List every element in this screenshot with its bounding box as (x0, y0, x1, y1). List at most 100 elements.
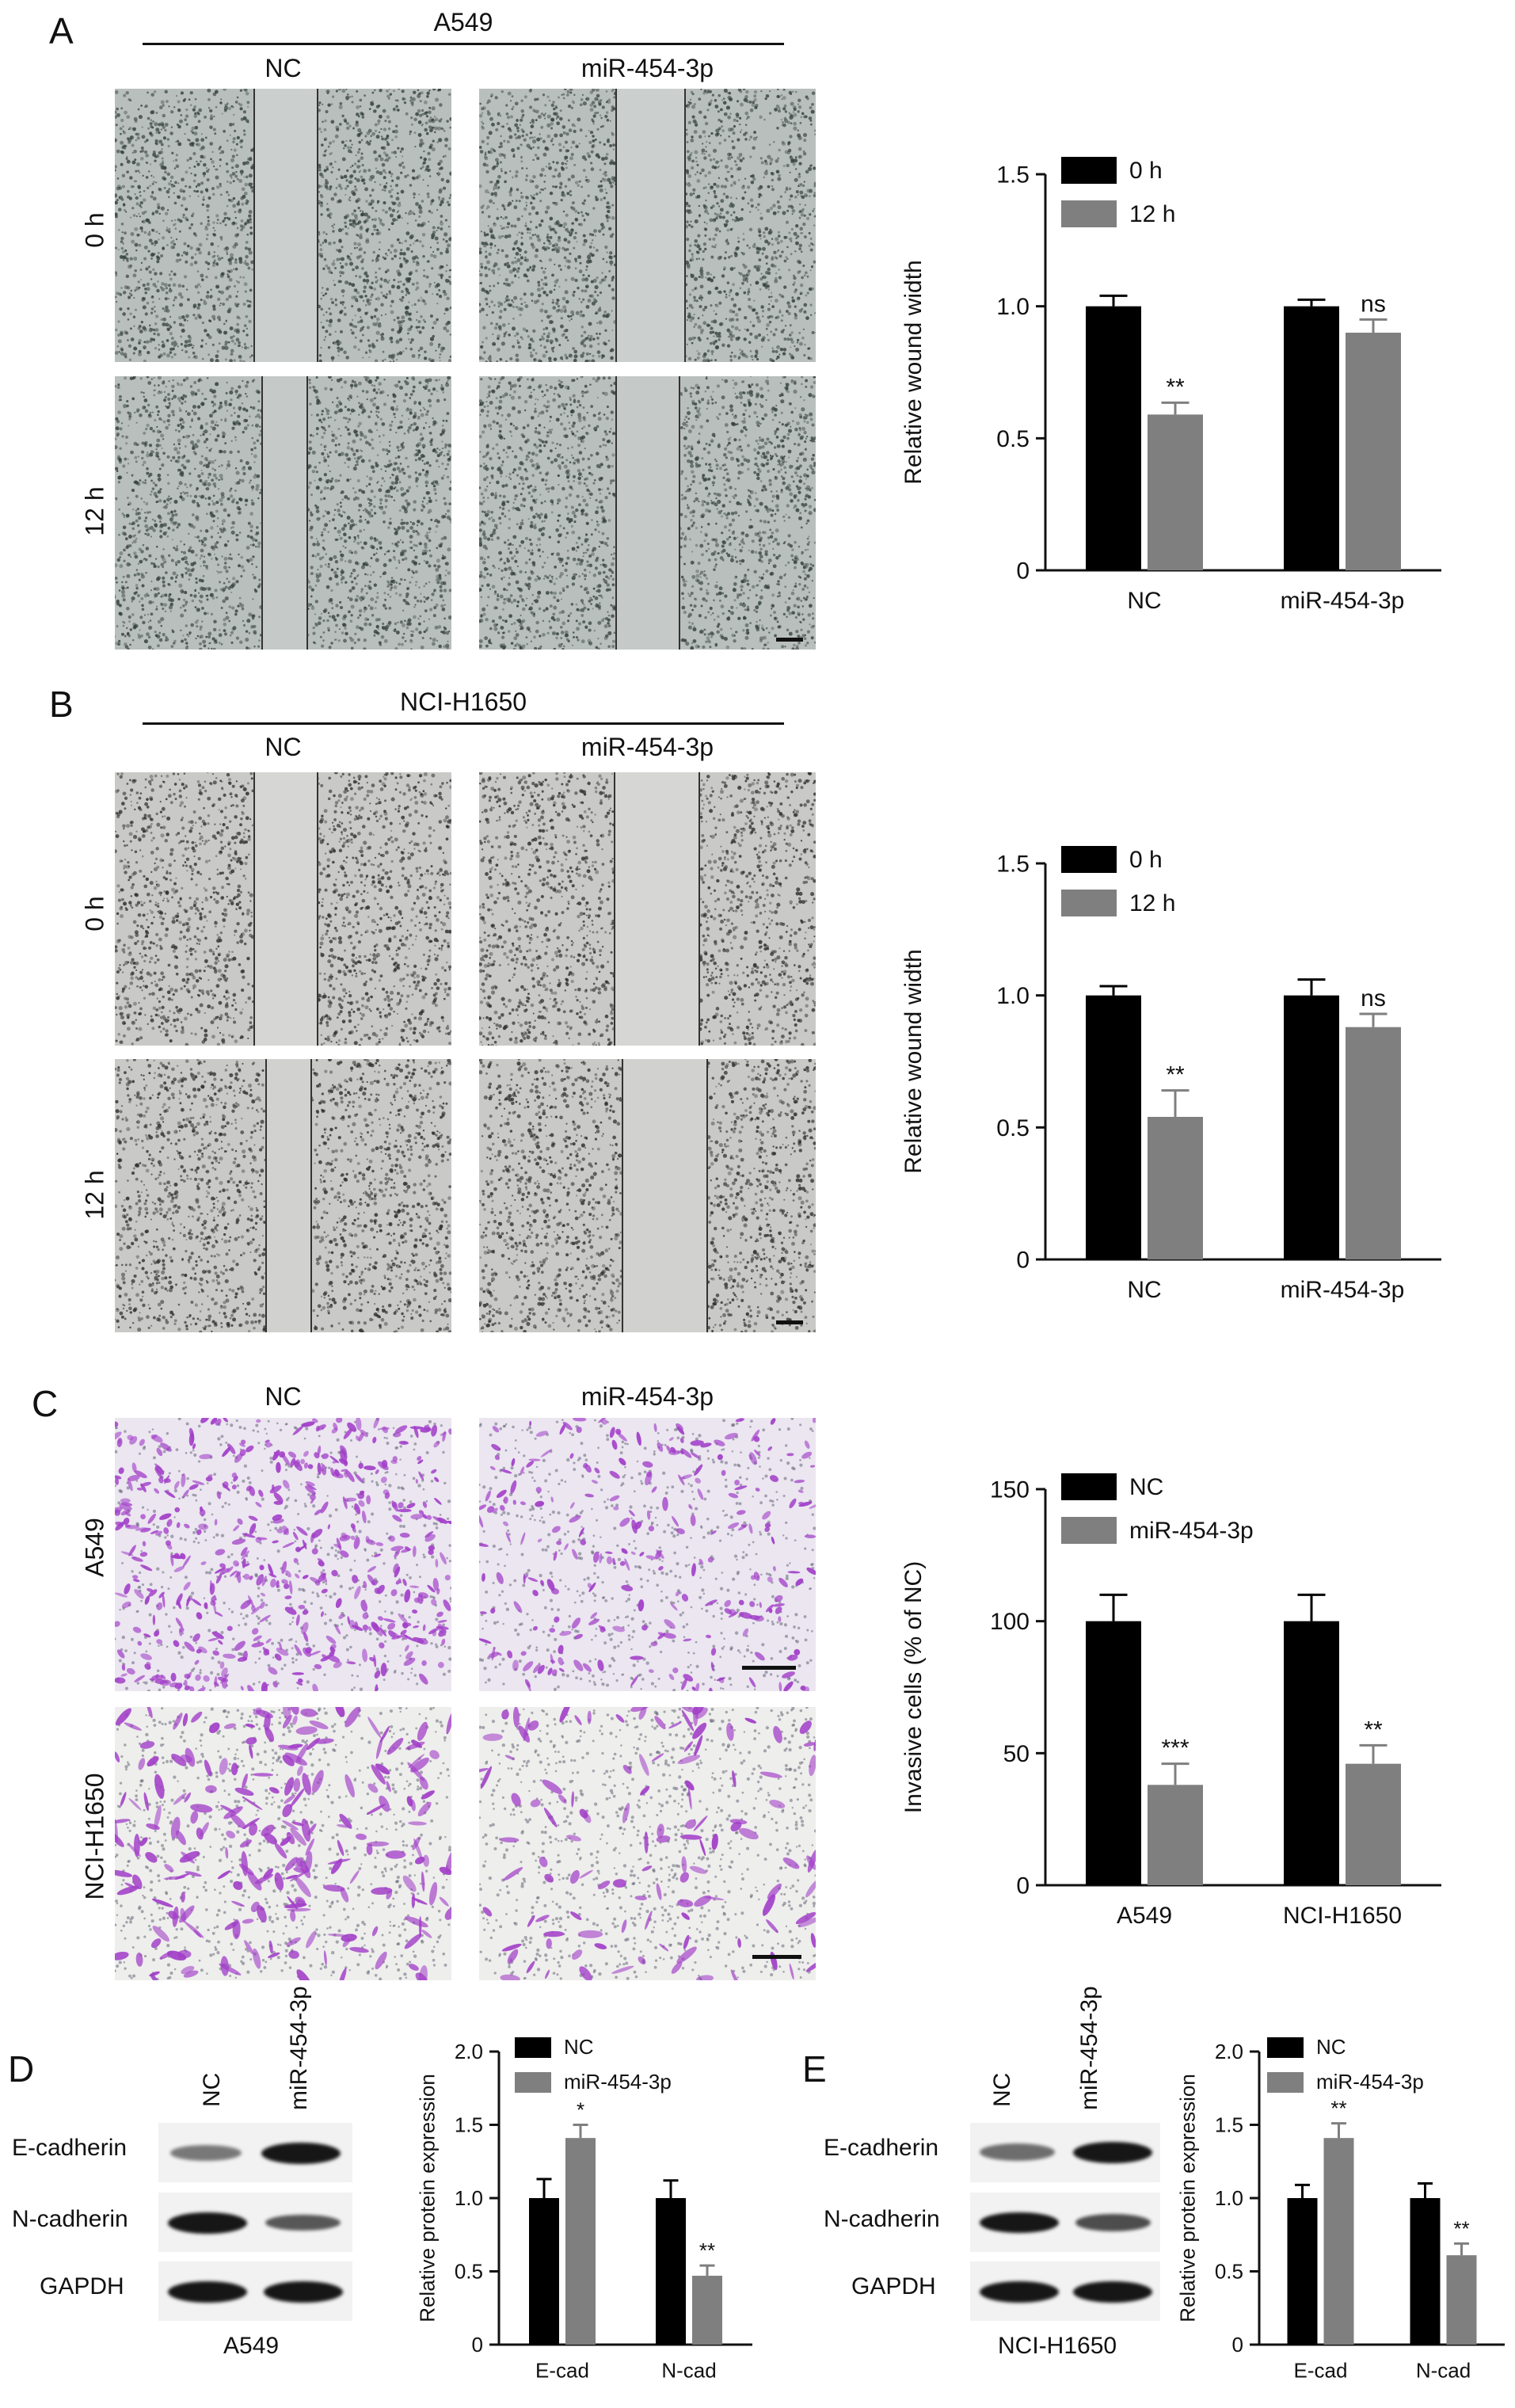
significance-label: ns (1361, 985, 1386, 1012)
panel-letter-a: A (49, 10, 74, 52)
x-tick-label: NCI-H1650 (1283, 1903, 1402, 1929)
lane-label-nc-e: NC (989, 2073, 1016, 2107)
y-tick-label: 0 (1232, 2333, 1243, 2357)
bar (1284, 995, 1339, 1259)
bar (1323, 2138, 1354, 2345)
significance-label: ** (1166, 374, 1185, 400)
legend-swatch (1061, 1517, 1117, 1544)
y-axis-label: Relative wound width (900, 260, 927, 485)
row-label-0h-a: 0 h (81, 199, 110, 262)
header-rule-a (143, 43, 784, 45)
micrograph-a-nc-12h (115, 376, 451, 650)
chart-e: 0 0.5 1.0 1.5 2.0 Relative protein expression… (1176, 2035, 1505, 2383)
legend-swatch (1061, 846, 1117, 873)
wound-gap (261, 376, 308, 650)
scale-bar (742, 1666, 796, 1670)
cell-texture (115, 89, 451, 362)
legend-swatch (515, 2037, 551, 2058)
y-axis-label: Relative protein expression (1176, 2074, 1200, 2322)
panel-letter-e: E (802, 2048, 827, 2090)
legend-label: 0 h (1129, 158, 1163, 184)
y-tick-label: 1.0 (996, 983, 1030, 1009)
panel-letter-c: C (32, 1382, 58, 1425)
legend-label: miR-454-3p (564, 2070, 672, 2094)
panel-letter-d: D (8, 2048, 34, 2090)
bar (1086, 306, 1141, 570)
legend-label: NC (564, 2035, 594, 2059)
y-tick-label: 0.5 (996, 1115, 1030, 1141)
y-tick-label: 0 (1016, 1873, 1030, 1899)
x-tick-label: NC (1127, 1277, 1161, 1303)
significance-label: ns (1361, 291, 1386, 317)
y-tick-label: 2.0 (1215, 2040, 1243, 2063)
y-tick-label: 1.5 (1215, 2113, 1243, 2137)
wound-gap (265, 1059, 312, 1332)
y-tick-label: 0.5 (455, 2260, 483, 2284)
scale-bar (776, 1320, 803, 1324)
y-tick-label: 1.5 (455, 2113, 483, 2137)
x-tick-label: E-cad (535, 2359, 589, 2383)
cell-texture (479, 376, 816, 650)
y-tick-label: 0.5 (1215, 2260, 1243, 2284)
band-label-ecad-d: E-cadherin (12, 2135, 127, 2162)
legend-swatch (1061, 200, 1117, 227)
y-tick-label: 1.5 (996, 162, 1030, 189)
legend-label: 0 h (1129, 847, 1163, 873)
legend-swatch (1061, 1473, 1117, 1500)
bar (1148, 1117, 1203, 1259)
bar (1086, 995, 1141, 1259)
y-tick-label: 50 (1003, 1741, 1030, 1767)
significance-label: *** (1161, 1736, 1189, 1762)
y-tick-label: 0 (472, 2333, 483, 2357)
x-tick-label: E-cad (1294, 2359, 1348, 2383)
y-tick-label: 1.0 (455, 2186, 483, 2210)
scale-bar (776, 638, 803, 642)
y-axis-label: Invasive cells (% of NC) (900, 1561, 927, 1813)
band-label-ncad-d: N-cadherin (12, 2206, 128, 2233)
y-tick-label: 0 (1016, 1248, 1030, 1274)
x-tick-label: miR-454-3p (1281, 1277, 1405, 1303)
legend-swatch (1061, 890, 1117, 916)
micrograph-a-mir-12h (479, 376, 816, 650)
y-tick-label: 0.5 (996, 426, 1030, 452)
bar (1284, 306, 1339, 570)
wound-gap (614, 772, 700, 1046)
bar (565, 2138, 596, 2345)
wound-gap (615, 89, 686, 362)
scale-bar (752, 1955, 801, 1959)
cell-line-header-a: A549 (143, 8, 784, 37)
significance-label: ** (699, 2238, 715, 2262)
x-tick-label: miR-454-3p (1281, 588, 1405, 614)
legend-label: miR-454-3p (1316, 2070, 1424, 2094)
col-label-nc-a: NC (115, 54, 451, 83)
bar (1346, 1763, 1401, 1885)
y-tick-label: 1.5 (996, 852, 1030, 878)
bar (1346, 333, 1401, 570)
bar (529, 2198, 559, 2345)
chart-c: 0 50 100 150 Invasive cells (% of NC) *** A549… (900, 1473, 1441, 1929)
wound-gap (253, 89, 318, 362)
bar (1148, 1785, 1203, 1885)
y-tick-label: 150 (990, 1477, 1030, 1503)
wound-gap (622, 1059, 708, 1332)
col-label-nc-c: NC (115, 1382, 451, 1412)
col-label-mir-a: miR-454-3p (479, 54, 816, 83)
invasion-h1650-mir (479, 1707, 816, 1980)
micrograph-a-mir-0h (479, 89, 816, 362)
chart-d: 0 0.5 1.0 1.5 2.0 Relative protein expression… (416, 2035, 752, 2383)
cell-line-label-d: A549 (223, 2333, 279, 2360)
stain-texture (115, 1707, 451, 1980)
micrograph-b-nc-12h (115, 1059, 451, 1332)
blot-gapdh-d (158, 2261, 352, 2321)
lane-label-nc-d: NC (199, 2073, 226, 2107)
x-tick-label: N-cad (1416, 2359, 1471, 2383)
bar (656, 2198, 686, 2345)
lane-label-mir-d: miR-454-3p (286, 1986, 313, 2110)
significance-label: ** (1453, 2216, 1469, 2240)
header-rule-b (143, 722, 784, 725)
significance-label: * (577, 2098, 584, 2122)
blot-ecad-e (970, 2123, 1160, 2182)
y-axis-label: Relative wound width (900, 949, 927, 1174)
bar (1410, 2198, 1441, 2345)
band-label-gapdh-e: GAPDH (851, 2273, 936, 2300)
